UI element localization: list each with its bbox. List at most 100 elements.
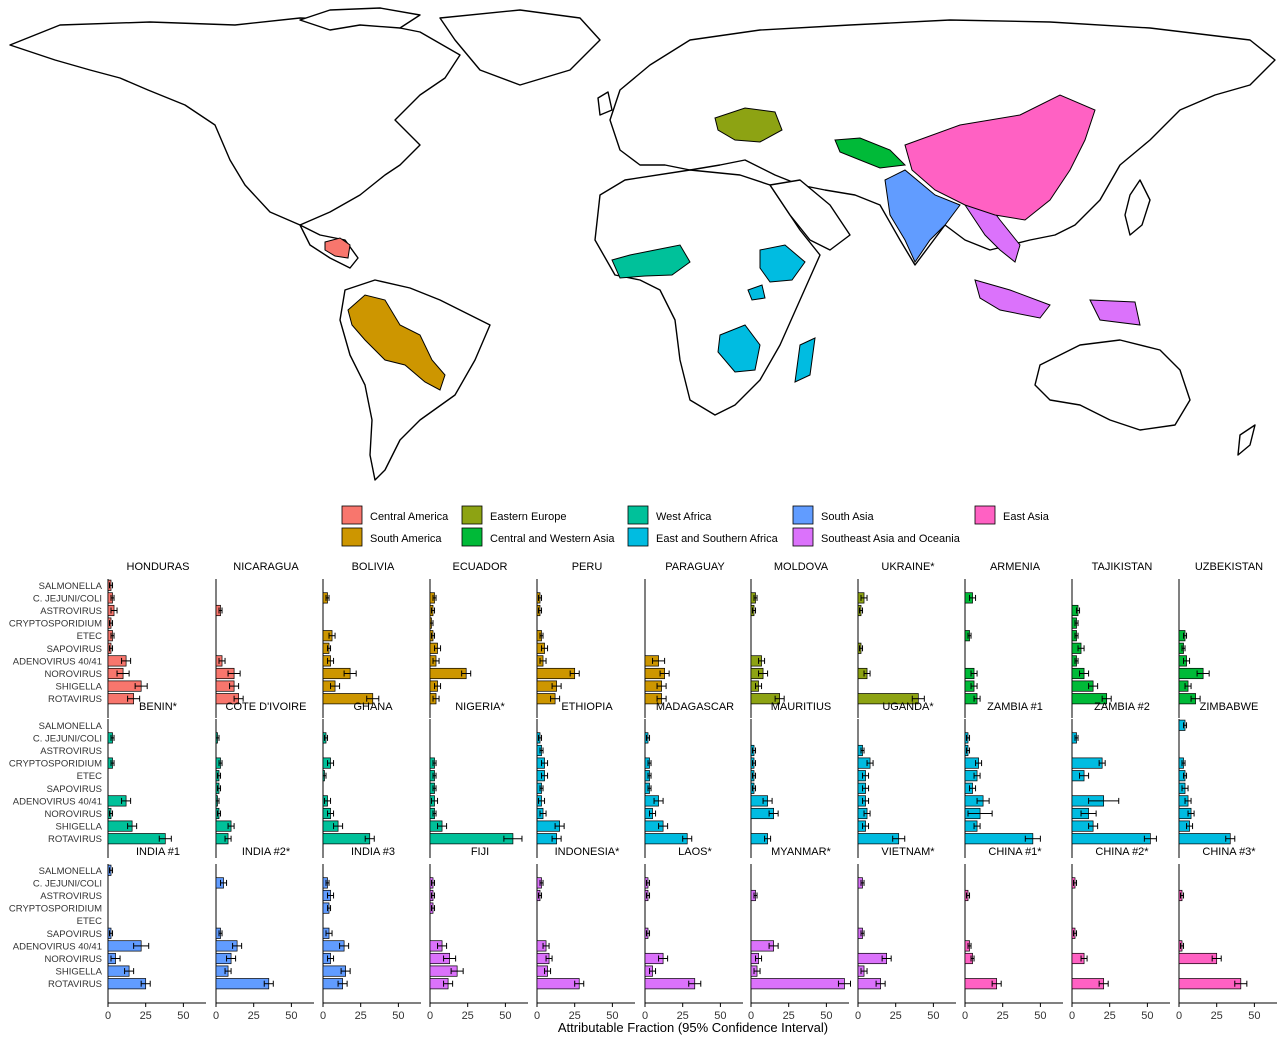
legend-item: Eastern Europe — [461, 505, 566, 525]
x-tick-label: 25 — [677, 1010, 689, 1022]
legend-item: South Asia — [792, 505, 874, 525]
legend-label: East Asia — [1003, 511, 1050, 523]
panel-title: MOLDOVA — [774, 561, 829, 573]
east-southern-africa-region — [717, 244, 816, 383]
x-tick-label: 50 — [177, 1010, 189, 1022]
panel: GHANA — [322, 701, 393, 858]
x-tick-label: 50 — [1034, 1010, 1046, 1022]
panel: ZIMBABWE — [1178, 701, 1259, 858]
category-label: ROTAVIRUS — [48, 979, 102, 990]
legend-swatch — [974, 505, 996, 525]
panel-title: CHINA #2* — [1095, 846, 1149, 858]
legend-swatch — [341, 527, 363, 547]
category-label: C. JEJUNI/COLI — [33, 878, 102, 889]
category-label: C. JEJUNI/COLI — [33, 733, 102, 744]
bar — [964, 833, 1034, 845]
x-tick-label: 50 — [1248, 1010, 1260, 1022]
panel-title: TAJIKISTAN — [1092, 561, 1153, 573]
category-label: NOROVIRUS — [44, 669, 102, 680]
panel-title: INDIA #3 — [351, 846, 395, 858]
new-zealand-shape — [1237, 424, 1256, 456]
region-legend: Central America South America Eastern Euro… — [341, 505, 1050, 547]
panel-title: PARAGUAY — [665, 561, 725, 573]
bar — [750, 978, 845, 990]
category-label: NOROVIRUS — [44, 954, 102, 965]
panel-title: LAOS* — [678, 846, 712, 858]
legend-item: South America — [341, 527, 442, 547]
x-tick-label: 0 — [534, 1010, 540, 1022]
x-tick-label: 0 — [320, 1010, 326, 1022]
bar — [644, 978, 696, 990]
panel: FIJI 0 25 50 — [427, 846, 528, 1022]
x-tick-label: 0 — [213, 1010, 219, 1022]
x-tick-label: 25 — [997, 1010, 1009, 1022]
bar — [1071, 757, 1103, 769]
panel-title: INDIA #2* — [242, 846, 291, 858]
panel-title: GHANA — [353, 701, 393, 713]
panel: COTE D'IVOIRE — [215, 701, 306, 858]
x-tick-label: 50 — [606, 1010, 618, 1022]
panel: BOLIVIA — [322, 561, 395, 718]
x-tick-label: 50 — [1141, 1010, 1153, 1022]
legend-label: Central America — [370, 511, 449, 523]
panel: TAJIKISTAN — [1071, 561, 1153, 718]
panel: MOLDOVA — [750, 561, 829, 718]
panel-title: ZIMBABWE — [1200, 701, 1259, 713]
x-tick-label: 0 — [642, 1010, 648, 1022]
x-tick-label: 25 — [890, 1010, 902, 1022]
panel-title: ETHIOPIA — [561, 701, 613, 713]
bar — [215, 978, 270, 990]
panel: NICARAGUA — [215, 561, 299, 718]
x-tick-label: 50 — [392, 1010, 404, 1022]
category-label: ROTAVIRUS — [48, 694, 102, 705]
central-western-asia-region — [834, 137, 907, 169]
highlighted-countries — [324, 94, 1141, 391]
west-africa-region — [611, 244, 691, 279]
x-tick-label: 25 — [355, 1010, 367, 1022]
panel-title: ZAMBIA #2 — [1094, 701, 1150, 713]
bar — [1071, 833, 1151, 845]
x-tick-label: 0 — [1069, 1010, 1075, 1022]
panel-title: UGANDA* — [882, 701, 934, 713]
bar — [536, 978, 580, 990]
bar — [107, 978, 147, 990]
uk-shape — [597, 91, 613, 116]
panel-title: UKRAINE* — [881, 561, 935, 573]
bar — [1178, 978, 1242, 990]
legend-label: Southeast Asia and Oceania — [821, 533, 961, 545]
bar — [536, 667, 576, 680]
x-tick-label: 0 — [1176, 1010, 1182, 1022]
x-tick-label: 25 — [248, 1010, 260, 1022]
category-label: SHIGELLA — [56, 822, 103, 833]
legend-item: East and Southern Africa — [627, 527, 779, 547]
legend-item: Central America — [341, 505, 449, 525]
category-label: SHIGELLA — [56, 682, 103, 693]
panel: INDIA #3 0 25 50 — [320, 846, 421, 1022]
x-tick-label: 50 — [820, 1010, 832, 1022]
x-tick-label: 50 — [927, 1010, 939, 1022]
category-label: ETEC — [77, 771, 102, 782]
legend-item: East Asia — [974, 505, 1050, 525]
panel-title: CHINA #3* — [1202, 846, 1256, 858]
africa-shape — [594, 169, 821, 416]
eastern-europe-region — [714, 107, 783, 143]
category-label: ADENOVIRUS 40/41 — [13, 796, 102, 807]
category-label: SALMONELLA — [39, 721, 103, 732]
panel: CHINA #1* 0 25 50 — [962, 846, 1063, 1022]
x-tick-label: 50 — [499, 1010, 511, 1022]
japan-shape — [1124, 179, 1151, 236]
panel: PARAGUAY — [644, 561, 725, 718]
x-tick-label: 0 — [105, 1010, 111, 1022]
category-label: ADENOVIRUS 40/41 — [13, 941, 102, 952]
panel-title: BOLIVIA — [352, 561, 395, 573]
arabia-shape — [769, 179, 851, 251]
legend-label: South America — [370, 533, 442, 545]
panel: UKRAINE* — [857, 561, 935, 718]
panel-title: NICARAGUA — [233, 561, 299, 573]
panel-title: ECUADOR — [452, 561, 507, 573]
panel-title: VIETNAM* — [881, 846, 935, 858]
panel-title: FIJI — [471, 846, 489, 858]
